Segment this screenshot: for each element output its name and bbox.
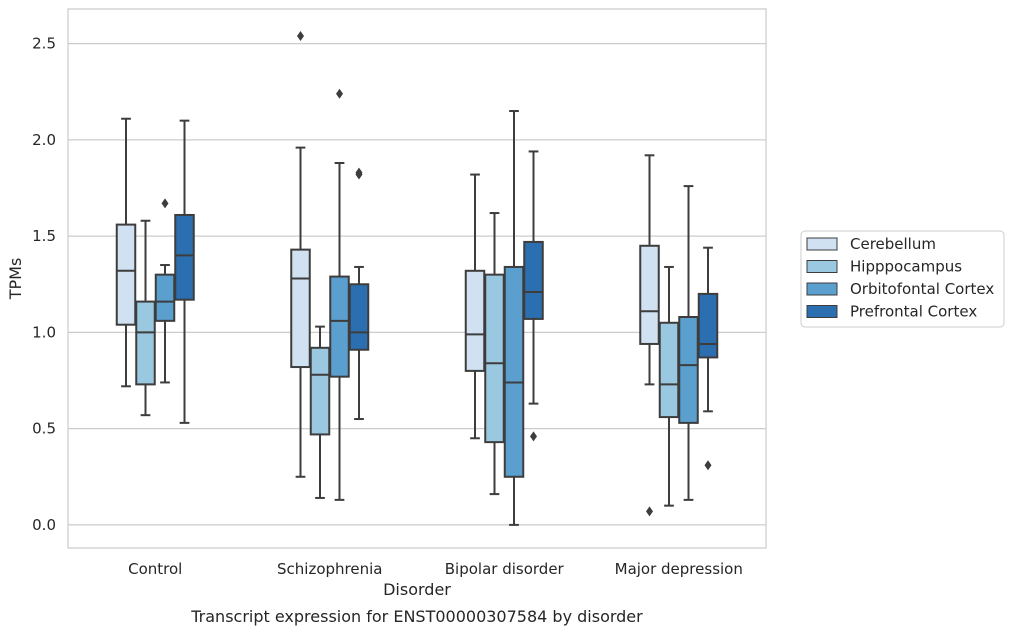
- outlier-point: [704, 460, 712, 471]
- legend: Cerebellum Hipppocampus Orbitofontal Corte…: [800, 230, 1005, 328]
- box-iqr: [697, 292, 719, 359]
- box-iqr: [348, 283, 370, 351]
- legend-swatch: [806, 305, 838, 318]
- box-cerebellum: [464, 173, 486, 440]
- x-tick-label: Control: [128, 560, 182, 578]
- plot-frame: [67, 8, 767, 549]
- box-cerebellum: [290, 30, 311, 478]
- box-cerebellum: [639, 154, 660, 517]
- legend-box: [800, 230, 1005, 328]
- y-tick-labels: 0.0 0.5 1.0 1.5 2.0 2.5: [32, 35, 56, 534]
- box-iqr: [503, 265, 525, 478]
- y-tick-label: 0.0: [32, 516, 56, 534]
- box-hipppocampus: [135, 219, 156, 417]
- legend-swatch: [806, 237, 838, 251]
- y-tick-label: 1.0: [32, 323, 56, 341]
- box-iqr: [154, 273, 176, 322]
- box-iqr: [464, 269, 486, 372]
- box-orbitofontal-cortex: [329, 88, 350, 501]
- y-tick-label: 2.5: [32, 35, 56, 53]
- box-iqr: [329, 275, 350, 378]
- box-prefrontal-cortex: [174, 119, 195, 424]
- legend-label: Cerebellum: [850, 235, 936, 253]
- box-orbitofontal-cortex: [678, 185, 699, 501]
- chart-title: Transcript expression for ENST0000030758…: [190, 607, 643, 626]
- box-iqr: [658, 321, 680, 419]
- legend-label: Prefrontal Cortex: [850, 303, 977, 321]
- legend-label: Orbitofontal Cortex: [850, 280, 994, 298]
- box-hipppocampus: [658, 265, 680, 507]
- box-iqr: [135, 300, 156, 386]
- box-cerebellum: [115, 117, 137, 388]
- box-iqr: [639, 244, 660, 345]
- box-iqr: [484, 273, 505, 444]
- outlier-point: [355, 167, 363, 178]
- box-iqr: [174, 213, 195, 301]
- box-iqr: [290, 248, 311, 369]
- y-tick-label: 1.5: [32, 227, 56, 245]
- outlier-point: [161, 198, 169, 209]
- box-orbitofontal-cortex: [154, 198, 176, 384]
- box-prefrontal-cortex: [523, 150, 544, 442]
- box-prefrontal-cortex: [697, 246, 719, 471]
- y-tick-label: 0.5: [32, 420, 56, 438]
- box-iqr: [523, 240, 544, 320]
- box-hipppocampus: [309, 325, 331, 499]
- box-iqr: [678, 316, 699, 424]
- box-hipppocampus: [484, 212, 505, 496]
- x-tick-label: Major depression: [615, 560, 743, 578]
- outlier-point: [646, 506, 653, 517]
- box-series: [115, 30, 719, 526]
- outlier-point: [336, 88, 343, 99]
- box-orbitofontal-cortex: [503, 110, 525, 526]
- box-prefrontal-cortex: [348, 167, 370, 421]
- legend-label: Hipppocampus: [850, 258, 962, 276]
- y-axis-label: TPMs: [6, 258, 25, 301]
- x-axis-label: Disorder: [383, 580, 451, 599]
- outlier-point: [530, 431, 537, 442]
- x-tick-labels: Control Schizophrenia Bipolar disorder Majo…: [128, 560, 743, 578]
- legend-swatch: [806, 282, 838, 296]
- legend-swatch: [806, 260, 838, 273]
- box-iqr: [309, 346, 331, 436]
- box-iqr: [115, 223, 137, 326]
- x-tick-label: Bipolar disorder: [445, 560, 565, 578]
- outlier-point: [297, 30, 304, 41]
- y-tick-label: 2.0: [32, 131, 56, 149]
- x-tick-label: Schizophrenia: [277, 560, 382, 578]
